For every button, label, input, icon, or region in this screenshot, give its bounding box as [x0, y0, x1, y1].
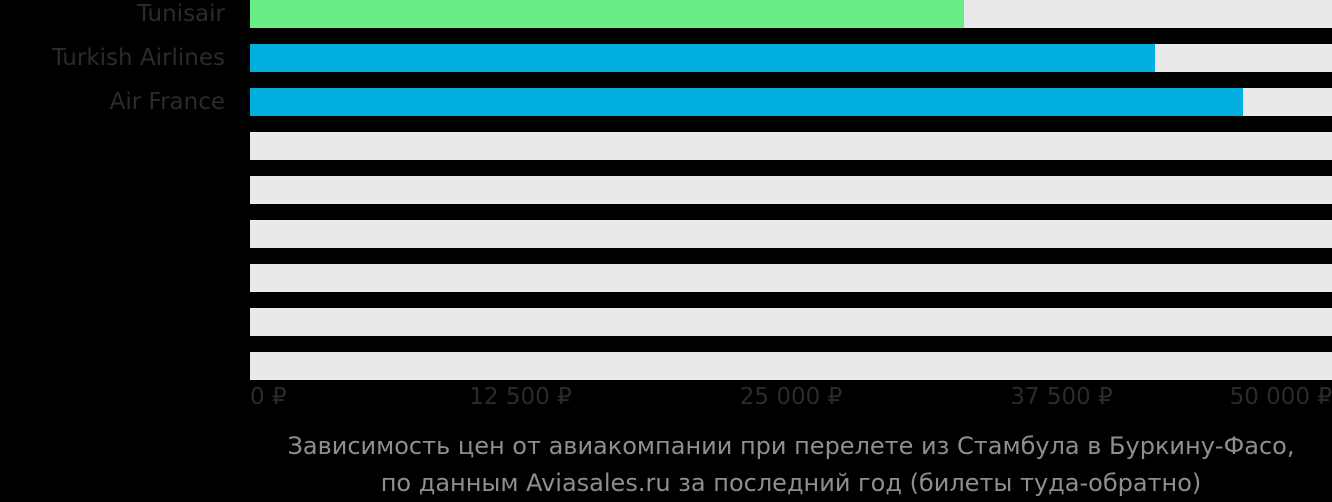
- bar[interactable]: [250, 88, 1244, 116]
- category-label: [0, 352, 250, 380]
- bar-row: [0, 176, 1332, 204]
- category-label: Tunisair: [136, 1, 225, 27]
- bar-row: [0, 308, 1332, 336]
- bar-track: [250, 352, 1332, 380]
- category-label: [0, 176, 250, 204]
- caption-line-1: Зависимость цен от авиакомпании при пере…: [287, 432, 1295, 460]
- bar[interactable]: [250, 44, 1155, 72]
- category-label: [0, 308, 250, 336]
- bar-row: Air France: [0, 88, 1332, 116]
- bar-rows-area: Tunisair Turkish Airlines Air France: [0, 0, 1332, 380]
- bar-row: [0, 220, 1332, 248]
- bar-row: [0, 264, 1332, 292]
- bar-track: [250, 264, 1332, 292]
- bar-row: Turkish Airlines: [0, 44, 1332, 72]
- bar[interactable]: [250, 0, 965, 28]
- bar-track: [250, 0, 1332, 28]
- bar-track: [250, 220, 1332, 248]
- x-tick-label: 50 000 ₽: [1229, 384, 1332, 410]
- x-tick-label: 12 500 ₽: [469, 384, 572, 410]
- category-label: [0, 264, 250, 292]
- bar-row: [0, 132, 1332, 160]
- category-label: Turkish Airlines: [51, 45, 225, 71]
- x-tick-label: 37 500 ₽: [1010, 384, 1113, 410]
- bar-track: [250, 132, 1332, 160]
- x-axis: 0 ₽ 12 500 ₽ 25 000 ₽ 37 500 ₽ 50 000 ₽: [250, 384, 1332, 410]
- bar-row: Tunisair: [0, 0, 1332, 28]
- bar-track: [250, 176, 1332, 204]
- category-label: Air France: [109, 89, 225, 115]
- bar-row: [0, 352, 1332, 380]
- bar-track: [250, 88, 1332, 116]
- caption-line-2: по данным Aviasales.ru за последний год …: [380, 469, 1202, 497]
- x-tick-label: 25 000 ₽: [739, 384, 843, 410]
- category-label: [0, 220, 250, 248]
- bar-track: [250, 44, 1332, 72]
- category-label: [0, 132, 250, 160]
- chart-caption: Зависимость цен от авиакомпании при пере…: [250, 428, 1332, 502]
- bar-track: [250, 308, 1332, 336]
- x-tick-label: 0 ₽: [250, 384, 287, 410]
